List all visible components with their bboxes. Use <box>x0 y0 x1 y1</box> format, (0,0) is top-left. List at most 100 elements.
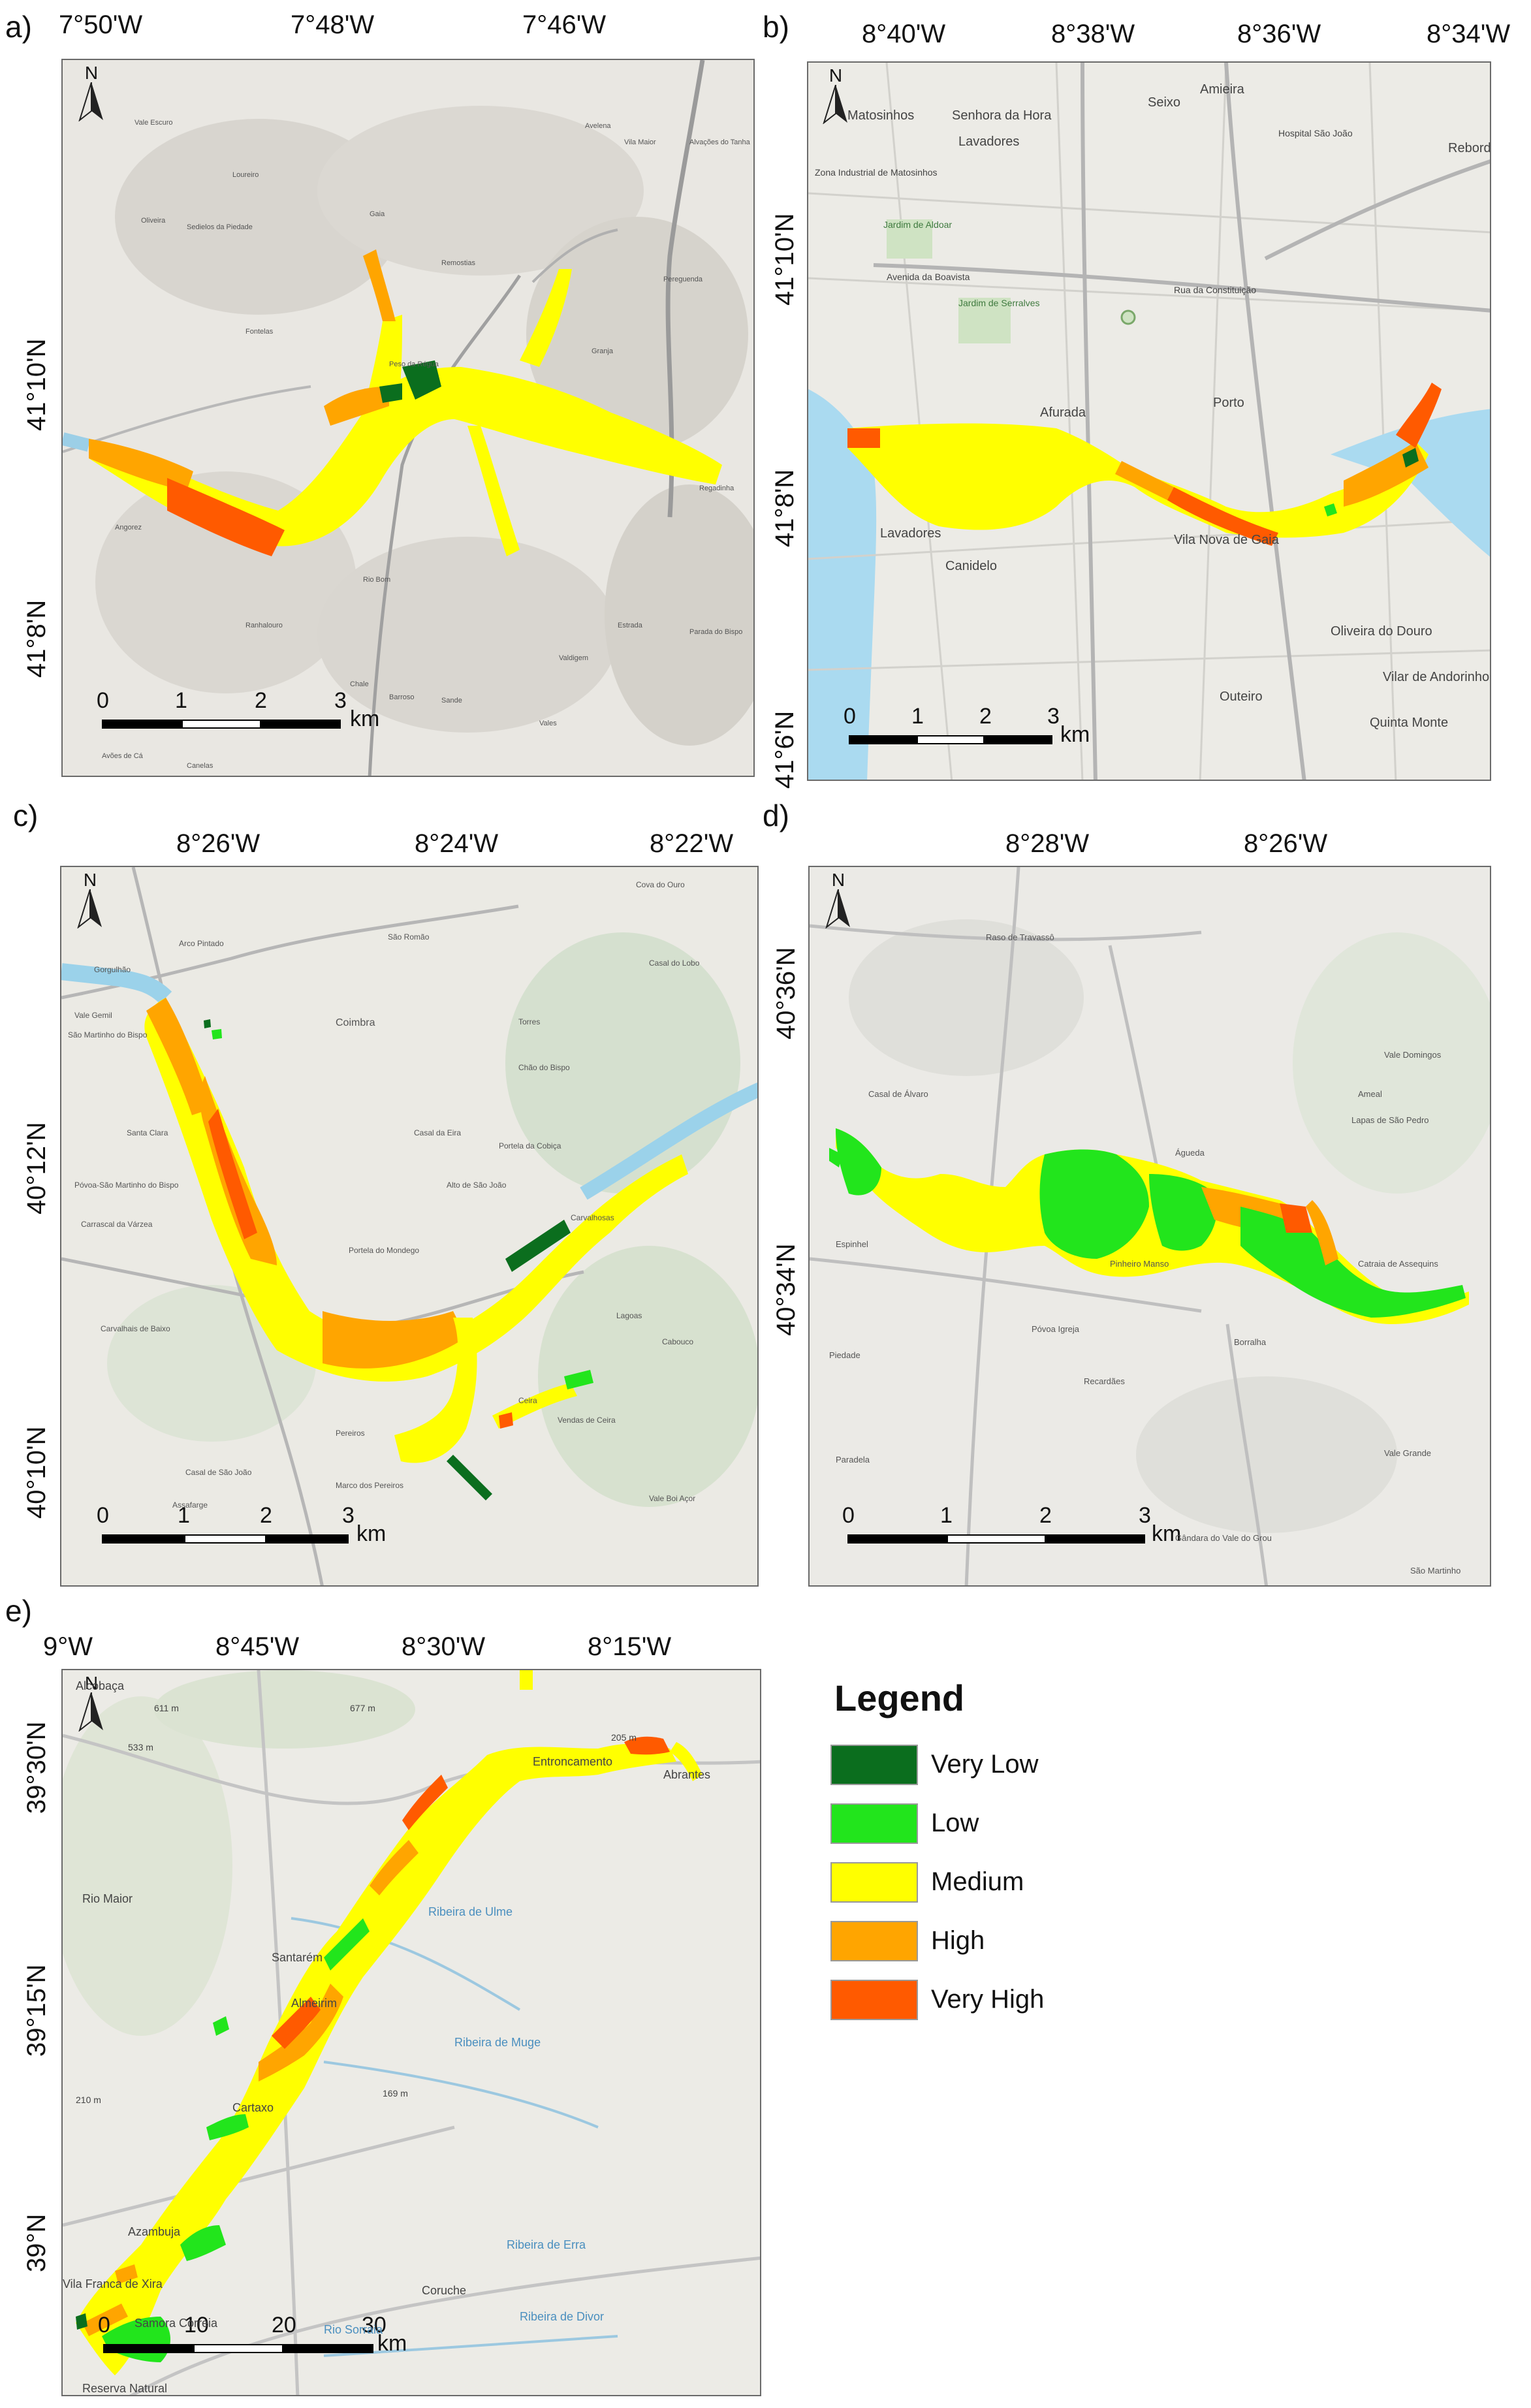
place-label: Borralha <box>1234 1337 1267 1347</box>
place-label: Gorgulhão <box>94 965 131 974</box>
lat-tick-label: 40°34'N <box>772 1243 800 1336</box>
scale-label: 0 <box>97 1503 109 1528</box>
lon-tick-label: 8°38'W <box>1051 20 1135 48</box>
place-label: Avões de Cá <box>102 752 143 760</box>
lat-tick-label: 41°6'N <box>770 710 799 789</box>
place-label: Santarém <box>272 1951 323 1964</box>
place-label: Porto <box>1213 396 1244 410</box>
legend-label: Very Low <box>931 1750 1039 1779</box>
place-label: Angorez <box>115 524 142 531</box>
place-label: Vilar de Andorinho <box>1383 670 1490 684</box>
place-label: Casal da Eira <box>414 1128 462 1137</box>
north-arrow: N <box>72 64 111 125</box>
place-label: Outeiro <box>1220 689 1263 704</box>
legend-label: Very High <box>931 1985 1045 2014</box>
place-label: São Romão <box>388 932 430 942</box>
map-canvas <box>810 867 1490 1585</box>
map-canvas <box>61 867 757 1585</box>
lon-tick-label: 7°46'W <box>522 10 607 39</box>
legend-swatch-low <box>830 1803 918 1844</box>
map-frame: N 0 1 2 3 km Arco Pintado São Romão Cova… <box>60 866 759 1587</box>
scale-label: 0 <box>98 2313 110 2337</box>
place-label: Lagoas <box>616 1311 642 1320</box>
lon-tick-label: 8°30'W <box>402 1632 486 1661</box>
north-arrow-icon <box>78 1692 103 1732</box>
place-label: Catraia de Assequins <box>1358 1259 1438 1269</box>
lat-tick-label: 40°12'N <box>22 1122 51 1214</box>
place-label: Loureiro <box>232 171 259 179</box>
north-arrow: N <box>819 871 858 932</box>
place-label: Canidelo <box>945 559 997 573</box>
place-label: Portela da Cobiça <box>499 1141 561 1150</box>
legend-swatch-medium <box>830 1862 918 1903</box>
lon-tick-label: 8°28'W <box>1005 829 1090 858</box>
place-label: Casal de Álvaro <box>868 1089 928 1099</box>
scale-label: 1 <box>911 704 924 729</box>
place-label: Ribeira de Muge <box>454 2036 541 2049</box>
lon-tick-label: 8°22'W <box>650 829 734 858</box>
place-label: 210 m <box>76 2095 101 2105</box>
north-arrow: N <box>816 67 855 127</box>
place-label: Quinta Monte <box>1370 716 1449 730</box>
place-label: Alto de São João <box>447 1180 507 1190</box>
north-arrow-icon <box>77 889 102 929</box>
place-label: 611 m <box>154 1703 179 1713</box>
lat-tick-label: 40°36'N <box>772 947 800 1039</box>
place-label: Oliveira do Douro <box>1331 624 1432 639</box>
scale-label: 3 <box>1139 1503 1151 1528</box>
place-label: Remostias <box>441 259 475 267</box>
place-label: Chale <box>350 680 369 688</box>
place-label: Santa Clara <box>127 1128 168 1137</box>
place-label: Regadinha <box>699 484 734 492</box>
place-label: Lapas de São Pedro <box>1351 1115 1429 1125</box>
place-label: Torres <box>518 1017 541 1026</box>
map-frame: N 0 10 20 30 km Alcobaça Entroncamento A… <box>61 1669 761 2396</box>
place-label: Pinheiro Manso <box>1110 1259 1169 1269</box>
place-label: Raso de Travassô <box>986 932 1054 942</box>
place-label: Ranhalouro <box>245 622 283 629</box>
place-label: Vale Escuro <box>134 119 173 127</box>
place-label: Zona Industrial de Matosinhos <box>815 167 938 178</box>
place-label: Avelena <box>585 122 611 130</box>
scale-label: 0 <box>842 1503 855 1528</box>
place-label: Oliveira <box>141 217 166 225</box>
place-label: Matosinhos <box>847 108 915 123</box>
panel-letter: a) <box>5 10 32 44</box>
map-frame: N 0 1 2 3 km Raso de Travassô Casal de Á… <box>808 866 1491 1587</box>
place-label: Póvoa Igreja <box>1032 1324 1079 1334</box>
place-label: 677 m <box>350 1703 375 1713</box>
place-label: Jardim de Aldoar <box>883 219 953 230</box>
lon-tick-label: 8°34'W <box>1427 20 1511 48</box>
place-label: Vale Domingos <box>1384 1050 1442 1060</box>
place-label: Carvalhosas <box>571 1213 614 1222</box>
lat-tick-label: 41°8'N <box>22 599 51 678</box>
place-label: Gândara do Vale do Grou <box>1175 1533 1272 1543</box>
lon-tick-label: 9°W <box>43 1632 93 1661</box>
place-label: Alcobaça <box>76 1679 125 1692</box>
scale-unit: km <box>350 706 380 731</box>
legend-swatch-very-high <box>830 1980 918 2020</box>
lon-tick-label: 7°48'W <box>291 10 375 39</box>
scale-label: 10 <box>184 2313 209 2337</box>
place-label: Almeirim <box>291 1997 337 2010</box>
scale-label: 1 <box>940 1503 953 1528</box>
place-label: Gaia <box>370 210 385 218</box>
place-label: Portela do Mondego <box>349 1246 420 1255</box>
legend-title: Legend <box>834 1677 965 1719</box>
place-label: Vila Nova de Gaia <box>1174 533 1279 547</box>
place-label: Cova do Ouro <box>636 880 685 889</box>
map-canvas <box>63 60 753 776</box>
place-label: Vale Gemil <box>74 1011 112 1020</box>
place-label: Peso da Régua <box>389 360 439 368</box>
lon-tick-label: 8°26'W <box>176 829 260 858</box>
place-label: Vales <box>539 720 557 727</box>
place-label: Afurada <box>1040 405 1086 420</box>
place-label: Rio Maior <box>82 1892 133 1905</box>
place-label: Póvoa-São Martinho do Bispo <box>74 1180 179 1190</box>
lat-tick-label: 39°N <box>22 2213 51 2272</box>
place-label: Carrascal da Várzea <box>81 1220 153 1229</box>
place-label: São Martinho do Bispo <box>68 1030 148 1039</box>
place-label: Ribeira de Divor <box>520 2310 605 2323</box>
place-label: Ameal <box>1358 1089 1382 1099</box>
scale-label: 3 <box>342 1503 355 1528</box>
